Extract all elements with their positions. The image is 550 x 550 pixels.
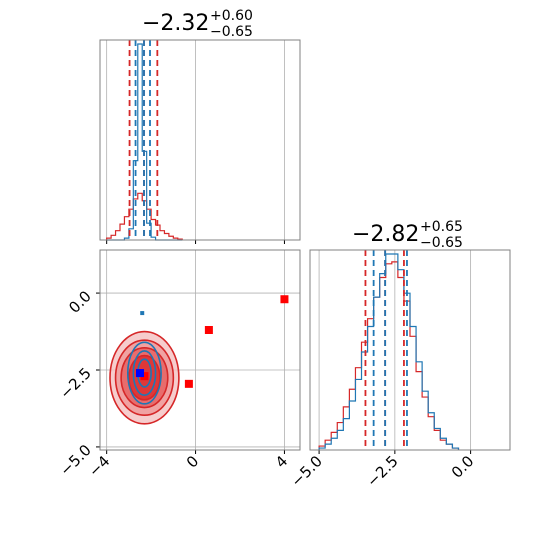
joint-contour-panel: −4 0 4−5.0−2.50.0 <box>56 249 301 480</box>
hist2-frame <box>309 249 511 451</box>
hist1-frame <box>99 39 301 241</box>
title-param1: −2.32 +0.60 −0.65 <box>142 8 253 40</box>
hist2-x-tick-label: 0.0 <box>448 452 478 482</box>
title-param1-plus: +0.60 <box>210 8 253 24</box>
joint-frame <box>99 249 301 451</box>
title-param1-median: −2.32 <box>142 11 209 36</box>
joint-contour-secondary <box>132 350 157 397</box>
joint-marker-blue <box>136 369 144 378</box>
histogram-param2-panel: −5.0 −2.5 0.0 <box>287 249 511 491</box>
hist2-series-primary <box>318 261 460 450</box>
joint-marker-red <box>280 295 289 304</box>
title-param2: −2.82 +0.65 −0.65 <box>352 219 463 251</box>
joint-marker-red <box>204 326 213 334</box>
hist2-x-tick-label: −5.0 <box>287 452 325 490</box>
joint-x-tick-label: 0 <box>183 452 202 471</box>
joint-marker-red <box>184 379 193 388</box>
title-param2-median: −2.82 <box>352 222 419 247</box>
joint-y-tick-label: 0.0 <box>65 287 95 317</box>
hist2-series-secondary <box>318 253 460 450</box>
joint-x-tick-label: 4 <box>272 452 291 471</box>
joint-marker-red <box>140 372 149 381</box>
joint-y-tick-label: −2.5 <box>56 364 94 402</box>
title-param2-minus: −0.65 <box>420 235 463 251</box>
histogram-param1-panel <box>99 39 301 244</box>
joint-y-tick-label: −5.0 <box>56 441 94 479</box>
hist2-x-tick-label: −2.5 <box>363 452 401 490</box>
title-param2-plus: +0.65 <box>420 219 463 235</box>
joint-marker-small-blue <box>140 311 145 316</box>
title-param1-minus: −0.65 <box>210 24 253 40</box>
joint-contour-secondary <box>126 341 162 405</box>
